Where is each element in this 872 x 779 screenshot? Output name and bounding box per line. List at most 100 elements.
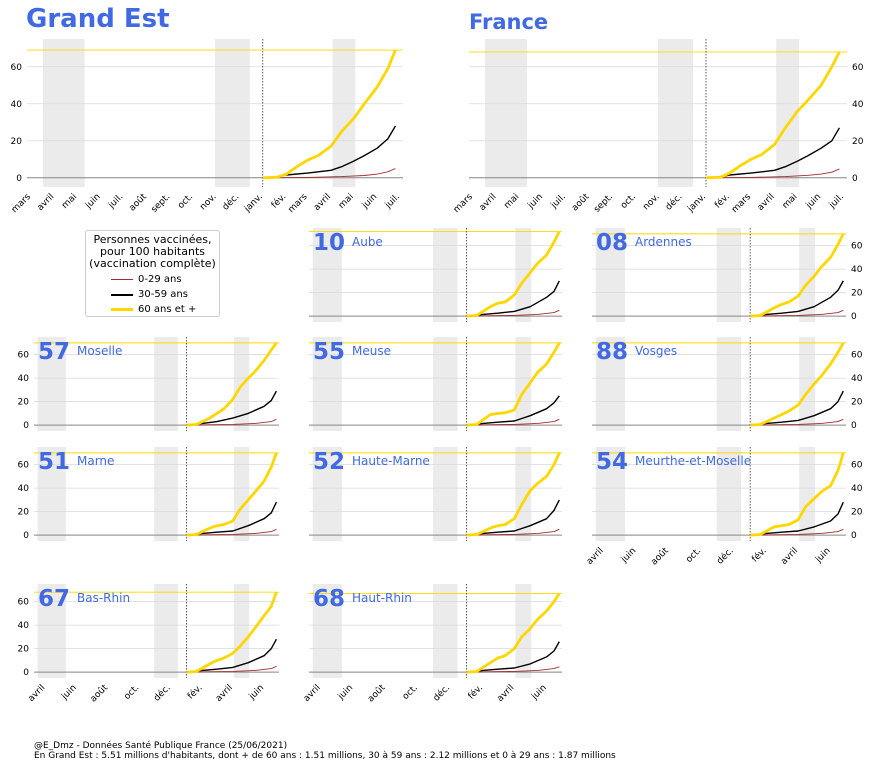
department-code: 51 [38,449,70,475]
x-tick-label: août [127,192,149,214]
x-tick-label: avril [36,192,57,213]
y-tick-label: 60 [851,351,863,361]
series-line-30-59-ans [466,499,560,536]
lockdown-band [312,228,342,322]
y-tick-label: 60 [851,242,863,252]
series-line-0-29-ans [466,666,560,673]
series-line-60-ans-et- [466,452,561,537]
panel-67: 0 20 40 60 avril juin août oct. déc. fév. avril jui… [18,584,279,704]
x-tick-label: oct. [176,192,195,211]
series-line-30-59-ans [186,638,278,673]
x-tick-label: oct. [122,683,141,702]
x-tick-label: oct. [684,546,703,565]
x-tick-label: juin [529,683,548,702]
x-tick-label: déc. [151,682,172,703]
lockdown-band [799,337,816,431]
lockdown-band [515,228,532,322]
department-name: Vosges [635,344,677,358]
series-line-0-29-ans [750,418,844,426]
y-tick-label: 60 [852,63,864,73]
y-tick-label: 0 [851,421,857,431]
panel-55: 55 Meuse [309,337,562,431]
x-tick-label: fév. [185,682,204,701]
y-tick-label: 0 [23,421,29,431]
series-line-60-ans-et- [262,49,397,180]
y-tick-label: 40 [18,374,30,384]
lockdown-band [433,584,458,678]
x-tick-label: mai [60,192,79,211]
x-tick-label: juin [804,192,823,211]
department-name: Meurthe-et-Moselle [635,454,751,468]
y-tick-label: 40 [852,100,864,110]
x-tick-label: avril [27,683,48,704]
lockdown-band [515,337,532,431]
department-name: Aube [352,235,383,249]
x-tick-label: mai [502,192,521,211]
department-code: 55 [313,339,345,365]
series-line-0-29-ans [186,418,277,426]
footer-line-2: En Grand Est : 5.51 millions d'habitants… [34,751,616,761]
x-tick-label: fév. [750,545,769,564]
x-tick-label: mars [287,192,310,215]
series-line-60-ans-et- [750,342,845,427]
y-tick-label: 40 [851,374,863,384]
panel-57: 0 20 40 60 57 Moselle [18,337,279,431]
legend-swatch-old [111,308,133,311]
series-line-60-ans-et- [750,452,845,537]
series-line-0-29-ans [750,309,844,317]
lockdown-band [799,447,816,541]
x-tick-label: août [89,683,111,705]
y-tick-label: 60 [11,63,23,73]
department-name: Moselle [77,344,122,358]
x-tick-label: mars [452,192,475,215]
lockdown-band [716,447,742,541]
x-tick-label: avril [756,192,777,213]
series-line-60-ans-et- [466,342,561,427]
x-tick-label: mai [781,192,800,211]
legend-label-middle: 30-59 ans [138,289,188,300]
lockdown-band [485,39,527,187]
x-tick-label: oct. [401,683,420,702]
department-name: Ardennes [635,235,692,249]
x-tick-label: mars [730,192,753,215]
x-tick-label: oct. [619,192,638,211]
lockdown-band [42,39,85,187]
series-line-30-59-ans [186,501,278,536]
y-tick-label: 20 [851,508,863,518]
x-tick-label: juil. [549,192,568,211]
y-tick-label: 20 [18,398,30,408]
x-tick-label: juin [247,683,266,702]
x-tick-label: juin [526,192,545,211]
lockdown-band [312,584,342,678]
department-name: Haut-Rhin [352,591,412,605]
y-tick-label: 60 [851,461,863,471]
series-line-30-59-ans [750,501,844,536]
legend-swatch-young [111,279,133,280]
x-tick-label: avril [585,546,606,567]
x-tick-label: déc. [715,545,736,566]
x-tick-label: sept. [150,192,173,215]
series-line-60-ans-et- [466,230,561,318]
y-tick-label: 40 [851,265,863,275]
panel-title: Grand Est [26,4,170,34]
series-line-0-29-ans [466,309,560,317]
department-code: 88 [596,339,628,365]
panel-title: France [469,10,548,34]
x-tick-label: avril [478,192,499,213]
y-tick-label: 60 [18,351,30,361]
lockdown-band [312,447,342,541]
x-tick-label: mai [337,192,356,211]
lockdown-band [433,337,458,431]
legend-title-2: pour 100 habitants [99,245,205,258]
x-tick-label: avril [779,546,800,567]
legend-item-old: 60 ans et + [86,302,219,317]
department-code: 67 [38,586,70,612]
department-code: 54 [596,449,628,475]
series-line-60-ans-et- [466,592,561,674]
department-code: 57 [38,339,70,365]
x-tick-label: fév. [269,191,288,210]
lockdown-band [37,447,66,541]
x-tick-label: mars [10,192,33,215]
legend: Personnes vaccinées, pour 100 habitants … [85,230,220,317]
